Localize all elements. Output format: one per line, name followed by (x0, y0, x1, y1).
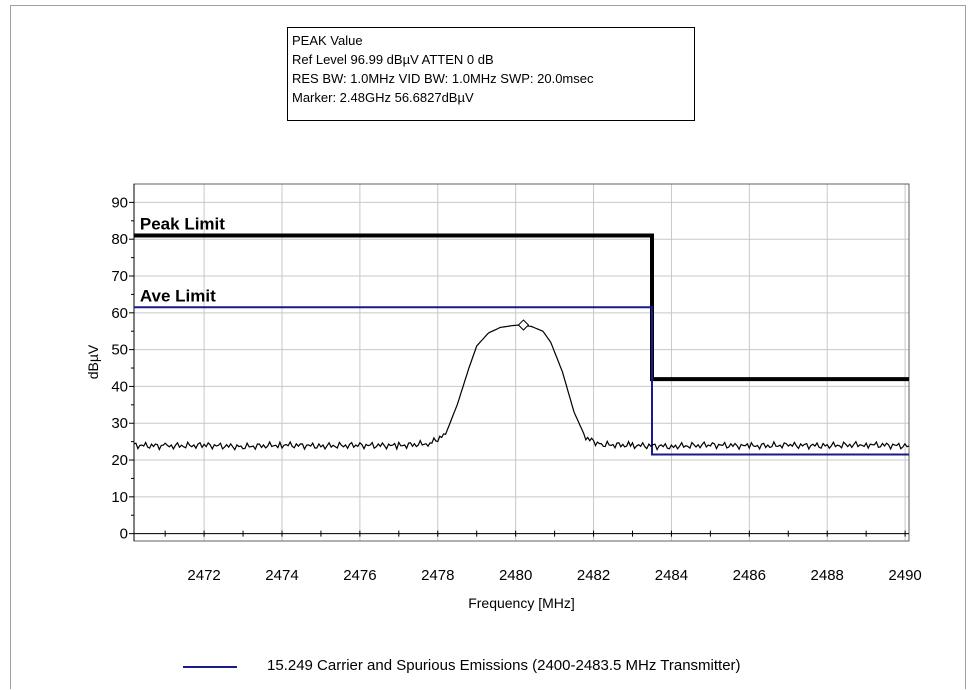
plot-area (133, 183, 910, 542)
y-tick-label: 60 (111, 305, 128, 322)
x-axis-label: Frequency [MHz] (468, 595, 575, 611)
legend-label: 15.249 Carrier and Spurious Emissions (2… (267, 657, 741, 674)
x-tick-label: 2472 (187, 567, 220, 584)
y-tick-label: 10 (111, 489, 128, 506)
y-tick-label: 90 (111, 194, 128, 211)
series-trace (133, 324, 910, 452)
y-tick-label: 40 (111, 378, 128, 395)
x-tick-label: 2488 (811, 567, 844, 584)
y-tick-label: 80 (111, 231, 128, 248)
y-tick-label: 30 (111, 415, 128, 432)
x-tick-label: 2486 (733, 567, 766, 584)
peak-marker (517, 319, 530, 331)
info-bandwidth: RES BW: 1.0MHz VID BW: 1.0MHz SWP: 20.0m… (292, 71, 594, 86)
y-tick-label: 50 (111, 342, 128, 359)
chart-window (10, 5, 966, 689)
series-ave-limit (134, 306, 909, 456)
x-tick-label: 2484 (655, 567, 688, 584)
info-title: PEAK Value (292, 33, 363, 48)
legend-line-swatch (183, 666, 237, 668)
x-tick-label: 2476 (343, 567, 376, 584)
info-marker: Marker: 2.48GHz 56.6827dBµV (292, 90, 474, 105)
y-tick-label: 20 (111, 452, 128, 469)
annotation-label: Ave Limit (140, 286, 216, 305)
x-tick-label: 2478 (421, 567, 454, 584)
measurement-info-box: PEAK Value Ref Level 96.99 dBµV ATTEN 0 … (287, 27, 695, 121)
y-tick-label: 0 (120, 526, 128, 543)
annotation-label: Peak Limit (140, 215, 225, 234)
x-tick-label: 2482 (577, 567, 610, 584)
y-axis-label: dBµV (85, 344, 101, 379)
y-tick-label: 70 (111, 268, 128, 285)
x-tick-label: 2490 (888, 567, 921, 584)
info-ref-level: Ref Level 96.99 dBµV ATTEN 0 dB (292, 52, 494, 67)
x-tick-label: 2474 (265, 567, 298, 584)
x-tick-label: 2480 (499, 567, 532, 584)
